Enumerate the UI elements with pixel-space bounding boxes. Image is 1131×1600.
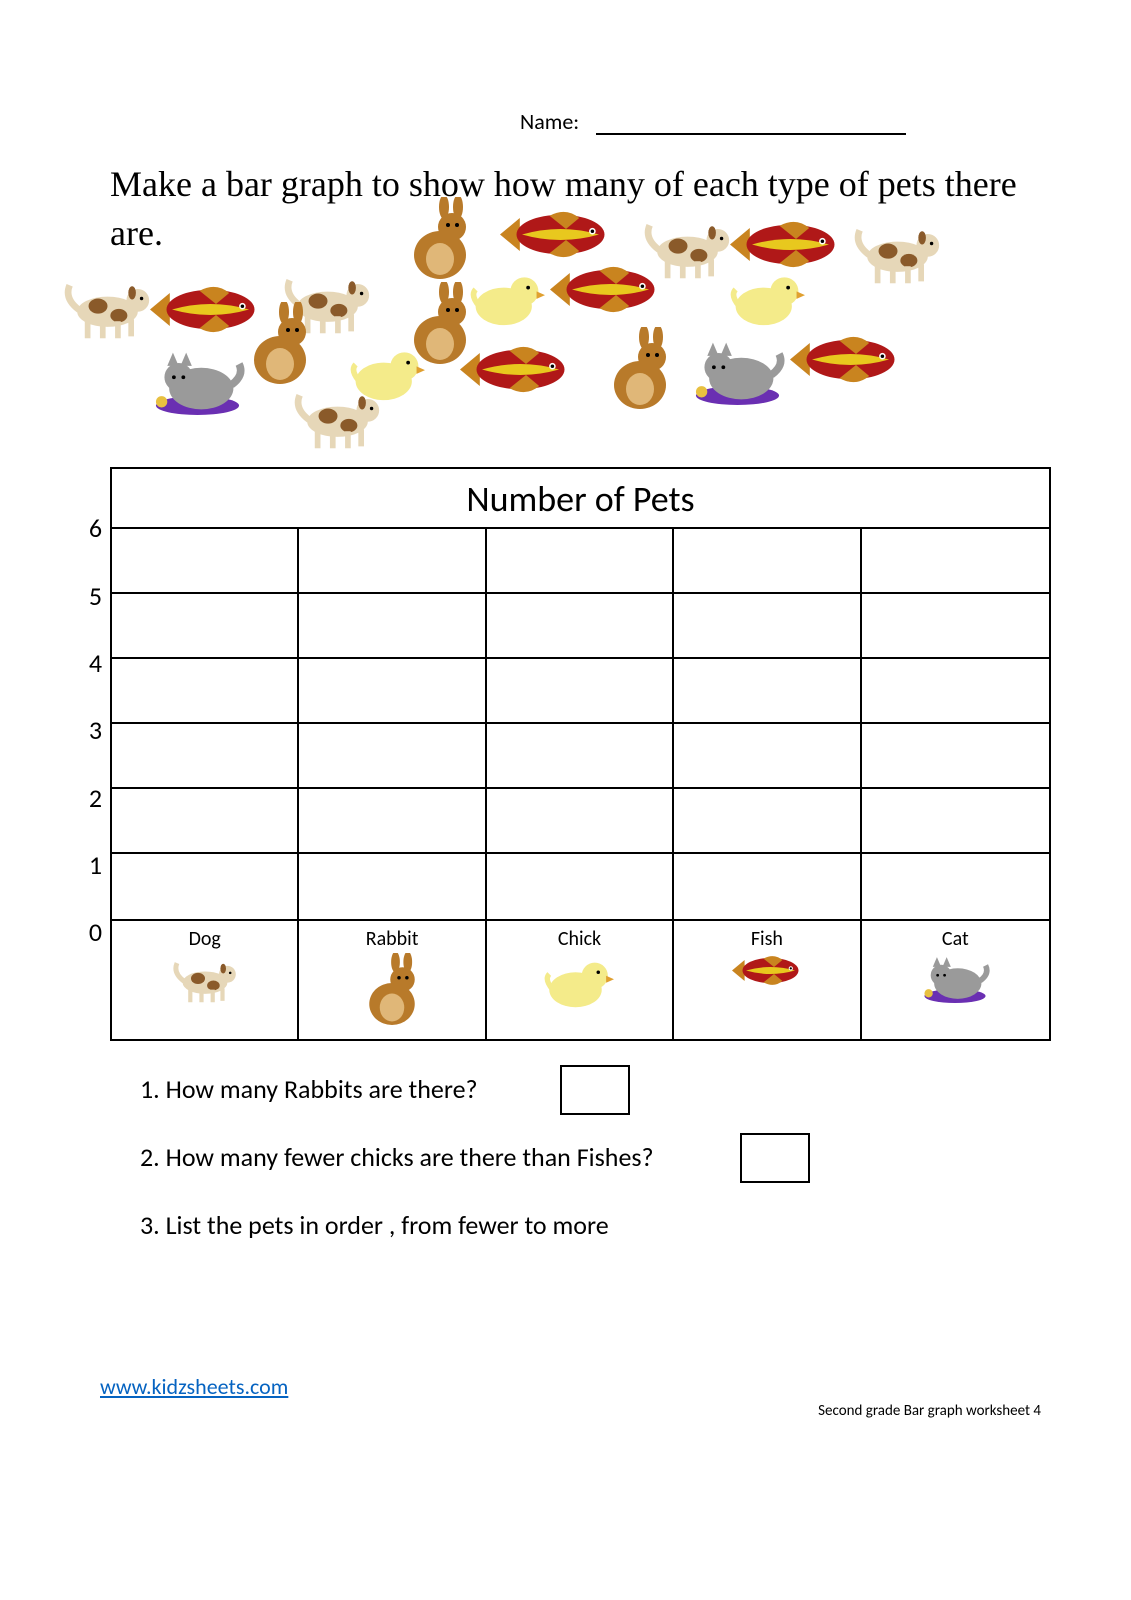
chart-title: Number of Pets [112, 469, 1049, 529]
chick-icon [544, 953, 614, 1009]
grid-cell[interactable] [487, 594, 674, 659]
grid-cell[interactable] [299, 724, 486, 789]
y-tick: 2 [70, 785, 102, 811]
grid-cell[interactable] [862, 594, 1049, 659]
fish-icon [790, 332, 900, 387]
grid-cell[interactable] [674, 594, 861, 659]
question-row: 1. How many Rabbits are there? [140, 1073, 1051, 1105]
y-tick: 5 [70, 583, 102, 609]
grid-cell[interactable] [674, 724, 861, 789]
y-tick: 1 [70, 852, 102, 878]
x-label-text: Rabbit [303, 927, 480, 951]
grid-cell[interactable] [112, 659, 299, 724]
cat-icon [920, 953, 990, 1003]
grid-cell[interactable] [674, 529, 861, 594]
question-row: 3. List the pets in order , from fewer t… [140, 1209, 1051, 1241]
x-label-dog: Dog [112, 921, 299, 1039]
grid-cell[interactable] [299, 529, 486, 594]
grid-cell[interactable] [487, 659, 674, 724]
grid-cell[interactable] [487, 854, 674, 919]
chick-icon [470, 267, 545, 327]
rabbit-icon [600, 327, 680, 411]
x-label-text: Fish [678, 927, 855, 951]
question-row: 2. How many fewer chicks are there than … [140, 1141, 1051, 1173]
grid-cell[interactable] [112, 724, 299, 789]
y-tick: 4 [70, 650, 102, 676]
instruction-text: Make a bar graph to show how many of eac… [110, 160, 1021, 257]
dog-icon [60, 272, 155, 343]
grid-cell[interactable] [674, 854, 861, 919]
chart-box: Number of Pets Dog Rabbit Chick [110, 467, 1051, 1041]
answer-box[interactable] [740, 1133, 810, 1183]
grid-cell[interactable] [487, 529, 674, 594]
grid-cell[interactable] [112, 789, 299, 854]
grid-cell[interactable] [674, 789, 861, 854]
rabbit-icon [240, 302, 320, 386]
answer-box[interactable] [560, 1065, 630, 1115]
fish-icon [550, 262, 660, 317]
footer-link[interactable]: www.kidzsheets.com [100, 1373, 288, 1400]
grid-cell[interactable] [112, 854, 299, 919]
x-axis-labels: Dog Rabbit Chick Fish [112, 919, 1049, 1039]
y-tick: 6 [70, 515, 102, 541]
grid-cell[interactable] [299, 789, 486, 854]
grid-cell[interactable] [112, 529, 299, 594]
question-text: 2. How many fewer chicks are there than … [140, 1141, 654, 1173]
worksheet-page: Name: Make a bar graph to show how many … [0, 0, 1131, 1600]
grid-cell[interactable] [112, 594, 299, 659]
question-text: 3. List the pets in order , from fewer t… [140, 1209, 609, 1241]
fish-icon [732, 953, 802, 988]
question-text: 1. How many Rabbits are there? [140, 1073, 478, 1105]
x-label-fish: Fish [674, 921, 861, 1039]
grid-cell[interactable] [674, 659, 861, 724]
grid-cell[interactable] [299, 594, 486, 659]
grid-cell[interactable] [299, 659, 486, 724]
cat-icon [150, 347, 245, 415]
chick-icon [730, 267, 805, 327]
x-label-text: Cat [866, 927, 1045, 951]
cat-icon [690, 337, 785, 405]
name-field-row: Name: [520, 108, 906, 135]
grid-cell[interactable] [487, 724, 674, 789]
x-label-rabbit: Rabbit [299, 921, 486, 1039]
grid-cell[interactable] [862, 789, 1049, 854]
y-tick: 0 [70, 919, 102, 945]
questions-section: 1. How many Rabbits are there? 2. How man… [140, 1073, 1051, 1241]
rabbit-icon [357, 953, 427, 1027]
footer-note: Second grade Bar graph worksheet 4 [818, 1402, 1041, 1420]
name-label: Name: [520, 108, 579, 135]
x-label-cat: Cat [862, 921, 1049, 1039]
x-label-text: Dog [116, 927, 293, 951]
chart-grid[interactable] [112, 529, 1049, 919]
grid-cell[interactable] [862, 854, 1049, 919]
x-label-text: Chick [491, 927, 668, 951]
dog-icon [290, 382, 385, 453]
dog-icon [170, 953, 240, 1006]
name-blank-line[interactable] [596, 133, 906, 135]
x-label-chick: Chick [487, 921, 674, 1039]
grid-cell[interactable] [862, 659, 1049, 724]
grid-cell[interactable] [862, 724, 1049, 789]
y-tick: 3 [70, 717, 102, 743]
grid-cell[interactable] [487, 789, 674, 854]
grid-cell[interactable] [299, 854, 486, 919]
bar-graph: 6 5 4 3 2 1 0 Number of Pets Dog Rabbit Chick [70, 467, 1051, 1041]
fish-icon [460, 342, 570, 397]
grid-cell[interactable] [862, 529, 1049, 594]
y-axis-ticks: 6 5 4 3 2 1 0 [70, 467, 110, 1041]
